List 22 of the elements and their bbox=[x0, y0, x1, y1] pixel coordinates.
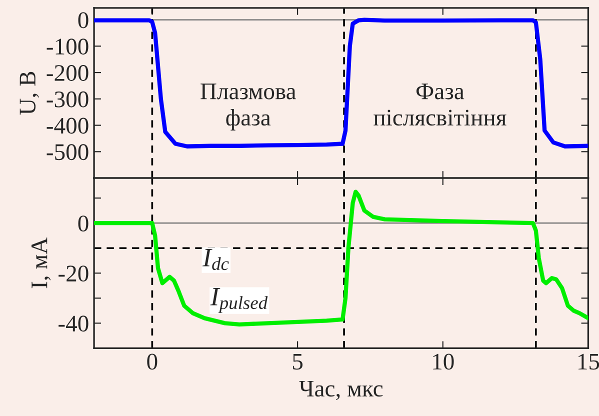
y-tick-label: -400 bbox=[46, 118, 88, 134]
annotation: Плазмова фаза bbox=[200, 84, 296, 130]
ref-line-label: I$_{dc}$ bbox=[202, 249, 229, 270]
line-series bbox=[94, 18, 588, 148]
x-tick-label: 5 bbox=[292, 354, 303, 370]
y-axis-title: I, мА bbox=[32, 237, 51, 288]
x-tick-label: 10 bbox=[433, 354, 454, 370]
y-tick-label: -300 bbox=[46, 91, 88, 108]
y-tick-label: -100 bbox=[46, 38, 88, 55]
y-tick-label: 0 bbox=[78, 12, 88, 28]
y-tick-label: -200 bbox=[46, 65, 88, 81]
x-tick-label: 0 bbox=[147, 354, 158, 370]
y-axis-title: U, В bbox=[20, 72, 39, 115]
annotation: I$_{pulsed}$ bbox=[210, 288, 268, 313]
y-tick-label: 0 bbox=[78, 216, 88, 232]
y-tick-label: -40 bbox=[58, 316, 88, 332]
y-tick-label: -500 bbox=[46, 144, 88, 160]
annotation: Фаза післясвітіння bbox=[374, 84, 506, 126]
y-tick-label: -20 bbox=[58, 266, 88, 282]
x-axis-title: Час, мкс bbox=[299, 380, 383, 400]
x-tick-label: 15 bbox=[578, 354, 599, 370]
line-series bbox=[94, 190, 588, 327]
